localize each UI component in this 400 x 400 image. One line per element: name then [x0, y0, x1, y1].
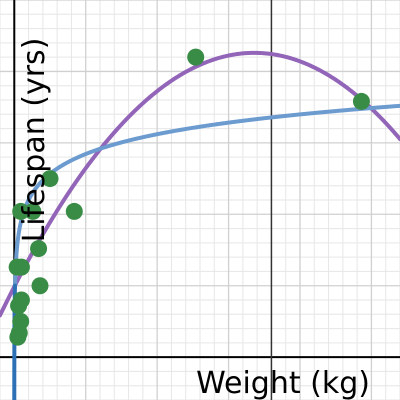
data-points — [8, 48, 370, 346]
quadratic-fit-curve — [0, 50, 400, 318]
data-point — [24, 202, 42, 220]
data-point — [30, 240, 48, 258]
data-point — [12, 258, 30, 276]
data-point — [12, 291, 30, 309]
logarithmic-fit-curve — [13, 103, 400, 288]
data-point — [12, 202, 30, 220]
x-axis-label: Weight (kg) — [196, 366, 370, 400]
data-point — [41, 170, 59, 188]
data-point — [31, 277, 49, 295]
data-point — [187, 48, 205, 66]
y-axis-label: Lifespan (yrs) — [17, 38, 52, 243]
data-point — [12, 312, 30, 330]
data-point — [65, 202, 83, 220]
data-point — [352, 92, 370, 110]
